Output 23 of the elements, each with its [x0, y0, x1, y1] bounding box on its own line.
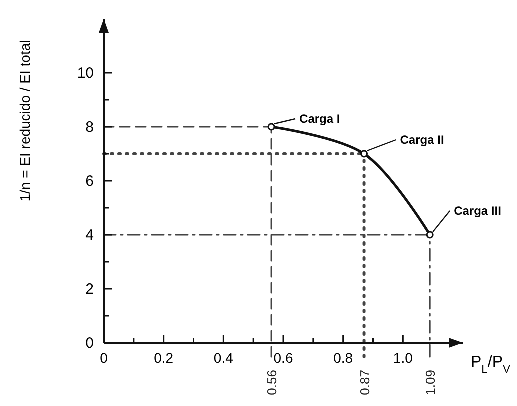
point [268, 123, 276, 131]
y-tick-label: 4 [86, 227, 94, 244]
ref-line-label: 0.56 [264, 370, 280, 396]
y-tick-label: 2 [86, 281, 94, 298]
y-tick-label: 0 [86, 335, 94, 352]
x-tick-label: 0 [100, 350, 108, 366]
x-tick-label: 0.8 [334, 350, 354, 366]
annotation: Carga III [454, 204, 502, 218]
ref-line-label: 1.09 [423, 370, 438, 396]
annotation: Carga II [400, 133, 444, 147]
y-tick-label: 10 [77, 65, 94, 82]
x-tick-label: 0.2 [154, 350, 174, 366]
ref-line-label: 0.87 [357, 370, 372, 396]
x-axis-title: P$_{L}$/P$_{V}$ [471, 354, 512, 376]
point [360, 150, 368, 158]
x-tick-label: 0.6 [274, 350, 294, 366]
annotation: Carga I [300, 112, 340, 126]
y-tick-label: 6 [86, 173, 94, 190]
y-tick-label: 8 [86, 119, 94, 136]
y-axis-title: 1/n = EI reducido / EI total [17, 40, 33, 202]
x-tick-label: 0.4 [214, 350, 234, 366]
point [426, 231, 434, 239]
text: 1.0 [393, 350, 413, 366]
